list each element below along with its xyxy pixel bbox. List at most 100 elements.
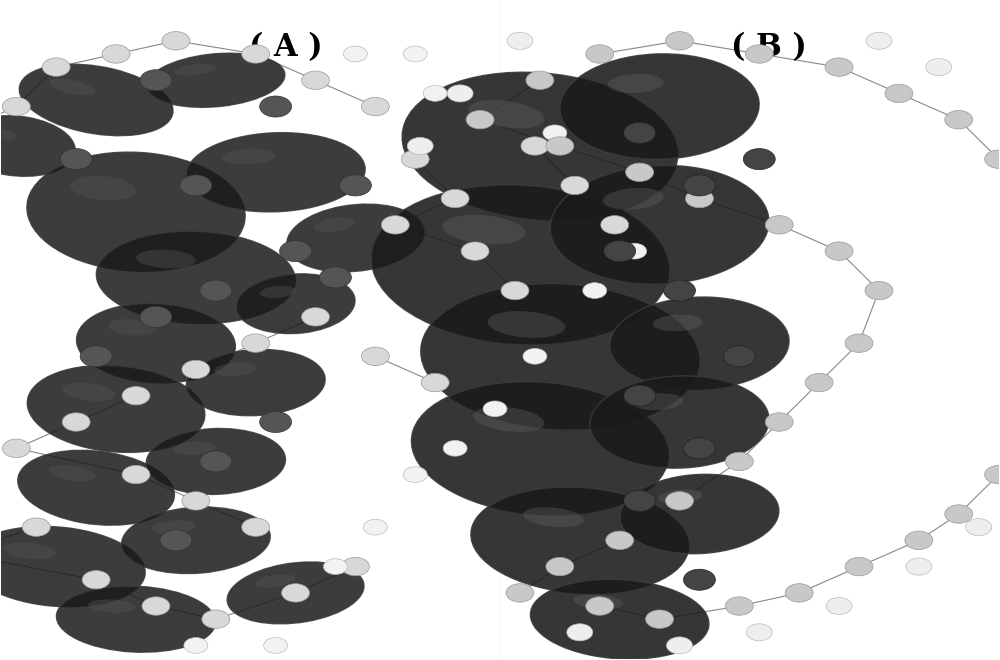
Circle shape — [401, 150, 429, 168]
Circle shape — [80, 346, 112, 367]
Ellipse shape — [108, 319, 156, 335]
Ellipse shape — [443, 214, 525, 244]
Circle shape — [182, 492, 210, 510]
Ellipse shape — [3, 543, 56, 559]
Circle shape — [403, 46, 427, 62]
Circle shape — [182, 360, 210, 379]
Circle shape — [546, 137, 574, 155]
Circle shape — [2, 439, 30, 457]
Circle shape — [805, 374, 833, 392]
Ellipse shape — [468, 100, 544, 129]
Circle shape — [667, 637, 692, 654]
Circle shape — [906, 558, 932, 575]
Circle shape — [421, 374, 449, 392]
Circle shape — [323, 559, 347, 574]
Ellipse shape — [96, 231, 295, 323]
Circle shape — [945, 110, 973, 129]
Circle shape — [966, 519, 992, 536]
Circle shape — [845, 558, 873, 576]
Circle shape — [586, 45, 614, 63]
Ellipse shape — [18, 450, 174, 525]
Circle shape — [122, 465, 150, 484]
Ellipse shape — [421, 284, 699, 429]
Ellipse shape — [560, 54, 759, 159]
Circle shape — [646, 610, 674, 628]
Circle shape — [985, 150, 1000, 168]
Circle shape — [866, 32, 892, 50]
Circle shape — [184, 638, 208, 653]
Circle shape — [22, 518, 50, 537]
Ellipse shape — [0, 127, 16, 141]
Ellipse shape — [56, 586, 216, 652]
Ellipse shape — [610, 297, 789, 389]
Circle shape — [624, 122, 656, 143]
Circle shape — [180, 175, 212, 196]
Ellipse shape — [402, 72, 678, 220]
Ellipse shape — [174, 442, 216, 455]
Circle shape — [341, 558, 369, 576]
Ellipse shape — [27, 365, 205, 452]
Ellipse shape — [214, 362, 256, 376]
Ellipse shape — [146, 428, 285, 494]
Circle shape — [466, 110, 494, 129]
Circle shape — [343, 46, 367, 62]
Circle shape — [526, 71, 554, 90]
Ellipse shape — [488, 311, 565, 338]
Circle shape — [140, 306, 172, 327]
Circle shape — [507, 32, 533, 50]
Circle shape — [501, 281, 529, 300]
Circle shape — [683, 175, 715, 196]
Circle shape — [200, 451, 232, 472]
Circle shape — [523, 348, 547, 364]
Ellipse shape — [19, 64, 173, 136]
Circle shape — [242, 45, 270, 63]
Circle shape — [725, 452, 753, 471]
Circle shape — [604, 241, 636, 261]
Circle shape — [666, 492, 693, 510]
Text: ( B ): ( B ) — [731, 32, 807, 63]
Ellipse shape — [147, 53, 285, 108]
Ellipse shape — [254, 574, 295, 588]
Circle shape — [302, 308, 329, 326]
Ellipse shape — [121, 507, 270, 574]
Circle shape — [845, 334, 873, 352]
Circle shape — [723, 346, 755, 367]
Circle shape — [339, 175, 371, 196]
Ellipse shape — [71, 176, 136, 200]
Circle shape — [725, 597, 753, 615]
Circle shape — [567, 624, 593, 641]
Circle shape — [624, 385, 656, 407]
Ellipse shape — [287, 204, 424, 272]
Ellipse shape — [186, 349, 325, 416]
Circle shape — [423, 86, 447, 101]
Circle shape — [666, 32, 693, 50]
Ellipse shape — [371, 185, 669, 344]
Ellipse shape — [550, 166, 769, 284]
Circle shape — [282, 583, 310, 602]
Ellipse shape — [186, 133, 365, 212]
Circle shape — [82, 570, 110, 589]
Ellipse shape — [260, 286, 295, 298]
Circle shape — [683, 569, 715, 590]
Circle shape — [586, 597, 614, 615]
Circle shape — [363, 519, 387, 535]
Circle shape — [60, 148, 92, 170]
Circle shape — [162, 32, 190, 50]
Circle shape — [626, 163, 654, 182]
Ellipse shape — [620, 475, 779, 554]
Circle shape — [102, 45, 130, 63]
Ellipse shape — [227, 562, 364, 624]
Circle shape — [242, 518, 270, 537]
Circle shape — [42, 58, 70, 77]
Circle shape — [546, 558, 574, 576]
Circle shape — [381, 216, 409, 234]
Circle shape — [361, 347, 389, 366]
Circle shape — [62, 412, 90, 431]
Circle shape — [765, 216, 793, 234]
Circle shape — [624, 490, 656, 512]
Circle shape — [765, 412, 793, 431]
Ellipse shape — [658, 489, 702, 504]
Ellipse shape — [603, 188, 664, 210]
Circle shape — [785, 583, 813, 602]
Circle shape — [506, 583, 534, 602]
